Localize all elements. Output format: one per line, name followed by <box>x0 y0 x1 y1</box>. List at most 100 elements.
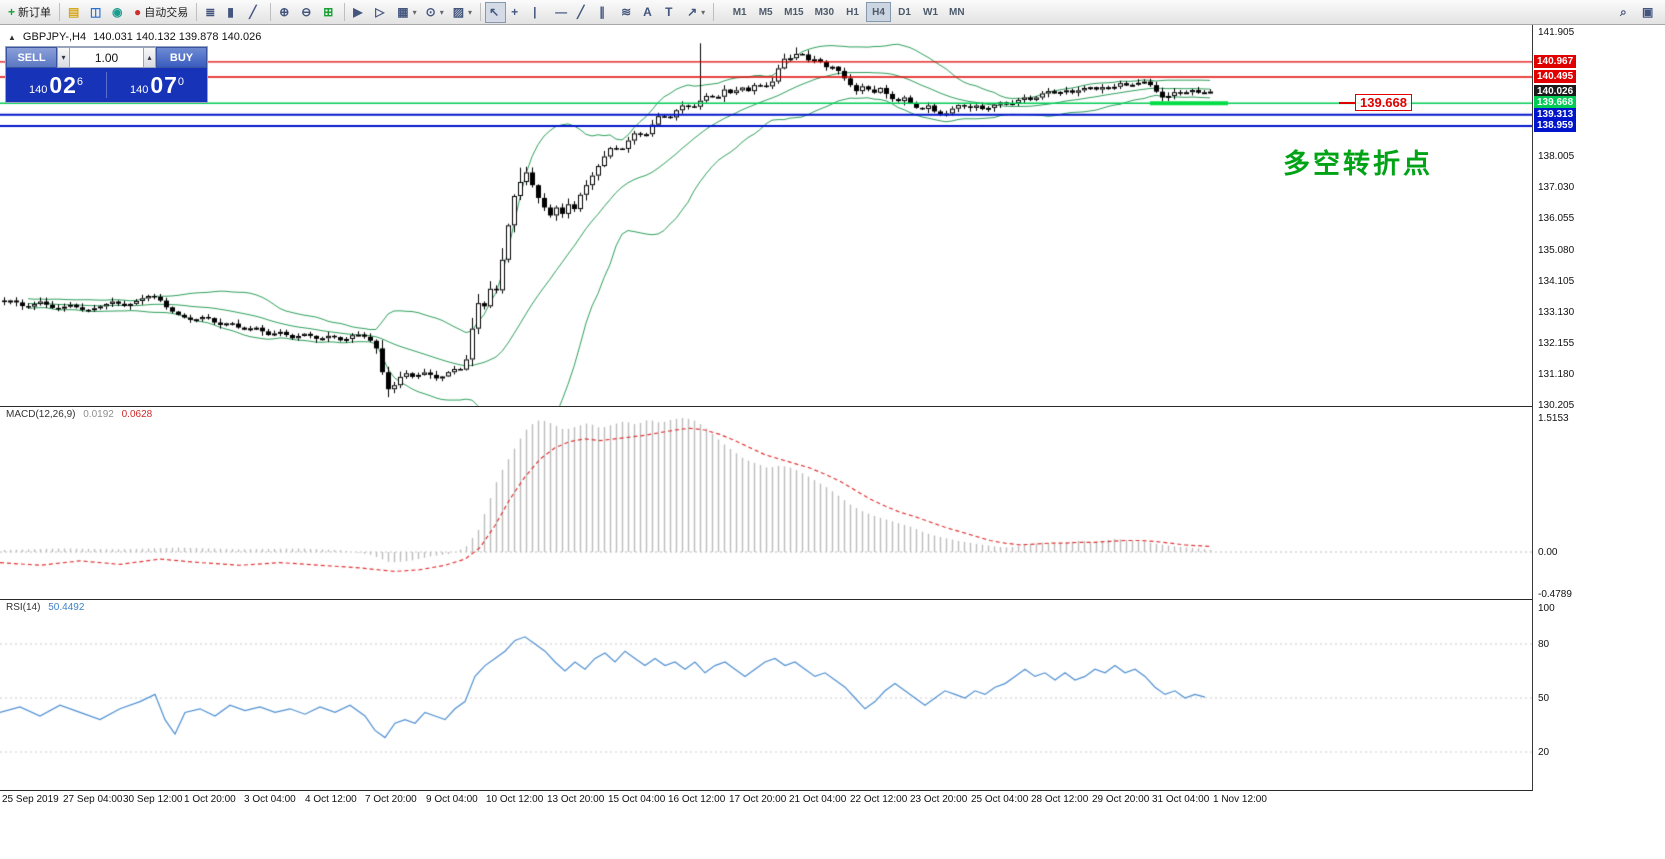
buy-button[interactable]: BUY <box>156 47 207 68</box>
time-axis-label: 15 Oct 04:00 <box>608 794 666 805</box>
volume-input[interactable] <box>70 47 143 68</box>
toolbar-separator <box>344 3 346 21</box>
arrows-icon: ↗ <box>687 5 698 19</box>
time-axis-label: 31 Oct 04:00 <box>1152 794 1210 805</box>
time-axis-label: 21 Oct 04:00 <box>789 794 847 805</box>
chart-ohlc: 140.031 140.132 139.878 140.026 <box>93 31 262 43</box>
panel-separator[interactable] <box>0 406 1665 407</box>
macd-main-value: 0.0192 <box>83 409 114 420</box>
cursor-button[interactable]: ↖ <box>485 1 507 23</box>
time-axis-label: 29 Oct 20:00 <box>1092 794 1150 805</box>
text-label-icon: T <box>665 5 673 19</box>
new-chart-button[interactable]: ▦ ▾ <box>393 2 420 23</box>
price-axis-label: 135.080 <box>1538 245 1575 256</box>
timeframe-h1-button[interactable]: H1 <box>840 2 865 22</box>
toolbar-separator <box>270 3 272 21</box>
new-order-button[interactable]: + 新订单 <box>4 2 55 23</box>
vertical-line-icon: | <box>533 5 537 19</box>
time-axis-label: 25 Sep 2019 <box>2 794 59 805</box>
price-tag: 138.959 <box>1534 119 1577 132</box>
bar-chart-button[interactable]: ≣ <box>201 2 222 23</box>
dropdown-arrow-icon: ▾ <box>439 7 444 17</box>
market-watch-button[interactable]: ◫ <box>86 2 107 23</box>
line-chart-icon: ╱ <box>249 5 257 19</box>
price-tag: 140.026 <box>1534 85 1577 98</box>
price-divider <box>106 72 107 98</box>
macd-axis-label: 0.00 <box>1538 547 1558 558</box>
zoom-in-button[interactable]: ⊕ <box>275 2 296 23</box>
rsi-axis-label: 100 <box>1538 603 1555 614</box>
layout-icon: ▣ <box>1642 5 1654 19</box>
timeframe-m15-button[interactable]: M15 <box>779 2 808 22</box>
sell-price[interactable]: 140026 <box>6 68 106 102</box>
macd-axis-label: 1.5153 <box>1538 413 1569 424</box>
crosshair-button[interactable]: + <box>507 2 528 23</box>
price-axis[interactable]: 141.905 138.005 137.030 136.055 135.080 134.1… <box>1532 25 1665 791</box>
macd-label: MACD(12,26,9) 0.0192 0.0628 <box>6 409 152 420</box>
buy-price-sup: 0 <box>177 76 185 88</box>
price-axis-label: 131.180 <box>1538 369 1575 380</box>
candlestick-chart-button[interactable]: ▮ <box>223 2 244 23</box>
timeframe-m30-button[interactable]: M30 <box>810 2 839 22</box>
price-callout: 139.668 <box>1339 94 1412 111</box>
trendline-button[interactable]: ╱ <box>573 2 594 23</box>
timeframe-mn-button[interactable]: MN <box>944 2 970 22</box>
price-axis-label: 133.130 <box>1538 307 1575 318</box>
line-chart-button[interactable]: ╱ <box>245 2 266 23</box>
macd-axis-label: -0.4789 <box>1538 589 1572 600</box>
price-axis-label: 141.905 <box>1538 27 1575 38</box>
panel-separator[interactable] <box>0 599 1665 600</box>
auto-trading-button[interactable]: ● 自动交易 <box>130 2 192 23</box>
timeframe-d1-button[interactable]: D1 <box>892 2 917 22</box>
vertical-line-button[interactable]: | <box>529 2 550 23</box>
timeframe-h4-button[interactable]: H4 <box>866 2 892 22</box>
horizontal-line-button[interactable]: — <box>551 2 572 23</box>
price-axis-label: 130.205 <box>1538 400 1575 411</box>
chart-shift-button[interactable]: ▷ <box>371 2 392 23</box>
timeframe-w1-button[interactable]: W1 <box>918 2 943 22</box>
fibonacci-button[interactable]: ≋ <box>617 2 638 23</box>
auto-trading-label: 自动交易 <box>144 7 189 19</box>
time-axis[interactable]: 25 Sep 2019 27 Sep 04:00 30 Sep 12:00 1 Oct… <box>0 791 1665 812</box>
price-tag: 140.495 <box>1534 70 1577 83</box>
rsi-label: RSI(14) 50.4492 <box>6 602 84 613</box>
price-axis-label: 138.005 <box>1538 151 1575 162</box>
sell-button[interactable]: SELL <box>6 47 57 68</box>
chart-canvas[interactable] <box>0 25 1532 790</box>
time-axis-label: 4 Oct 12:00 <box>305 794 357 805</box>
chart-shift-icon: ▷ <box>375 5 385 19</box>
volume-increase-button[interactable]: ▴ <box>143 47 156 68</box>
panel-separator[interactable] <box>0 790 1665 791</box>
toolbar-right-icons: ⌕ ▣ <box>1616 2 1659 23</box>
toolbar-separator <box>713 3 715 21</box>
arrows-button[interactable]: ↗ ▾ <box>683 2 709 23</box>
time-axis-label: 30 Sep 12:00 <box>123 794 183 805</box>
tile-windows-button[interactable]: ⊞ <box>319 2 340 23</box>
volume-decrease-button[interactable]: ▾ <box>57 47 70 68</box>
search-button[interactable]: ⌕ <box>1616 2 1637 23</box>
zoom-out-button[interactable]: ⊖ <box>297 2 318 23</box>
templates-button[interactable]: ▨ ▾ <box>449 2 476 23</box>
text-button[interactable]: A <box>639 2 660 23</box>
timeframe-m1-button[interactable]: M1 <box>727 2 752 22</box>
equidistant-channel-icon: ∥ <box>599 5 606 19</box>
text-label-button[interactable]: T <box>661 2 682 23</box>
auto-scroll-button[interactable]: ▶ <box>349 2 370 23</box>
time-axis-label: 23 Oct 20:00 <box>910 794 968 805</box>
fibonacci-icon: ≋ <box>621 5 632 19</box>
time-axis-label: 13 Oct 20:00 <box>547 794 605 805</box>
price-tag: 139.668 <box>1534 96 1577 109</box>
toolbar-separator <box>59 3 61 21</box>
sell-price-prefix: 140 <box>28 84 48 96</box>
layout-button[interactable]: ▣ <box>1638 2 1659 23</box>
navigator-button[interactable]: ◉ <box>108 2 129 23</box>
chart-window-button[interactable]: ▤ <box>64 2 85 23</box>
time-axis-label: 28 Oct 12:00 <box>1031 794 1089 805</box>
periods-button[interactable]: ⊙ ▾ <box>422 2 448 23</box>
macd-name: MACD(12,26,9) <box>6 409 76 420</box>
timeframe-bar: M1 M5 M15 M30 H1 H4 D1 W1 MN <box>727 2 969 22</box>
timeframe-m5-button[interactable]: M5 <box>753 2 778 22</box>
buy-price[interactable]: 140070 <box>107 68 207 102</box>
candlestick-chart-icon: ▮ <box>227 5 234 19</box>
equidistant-channel-button[interactable]: ∥ <box>595 2 616 23</box>
